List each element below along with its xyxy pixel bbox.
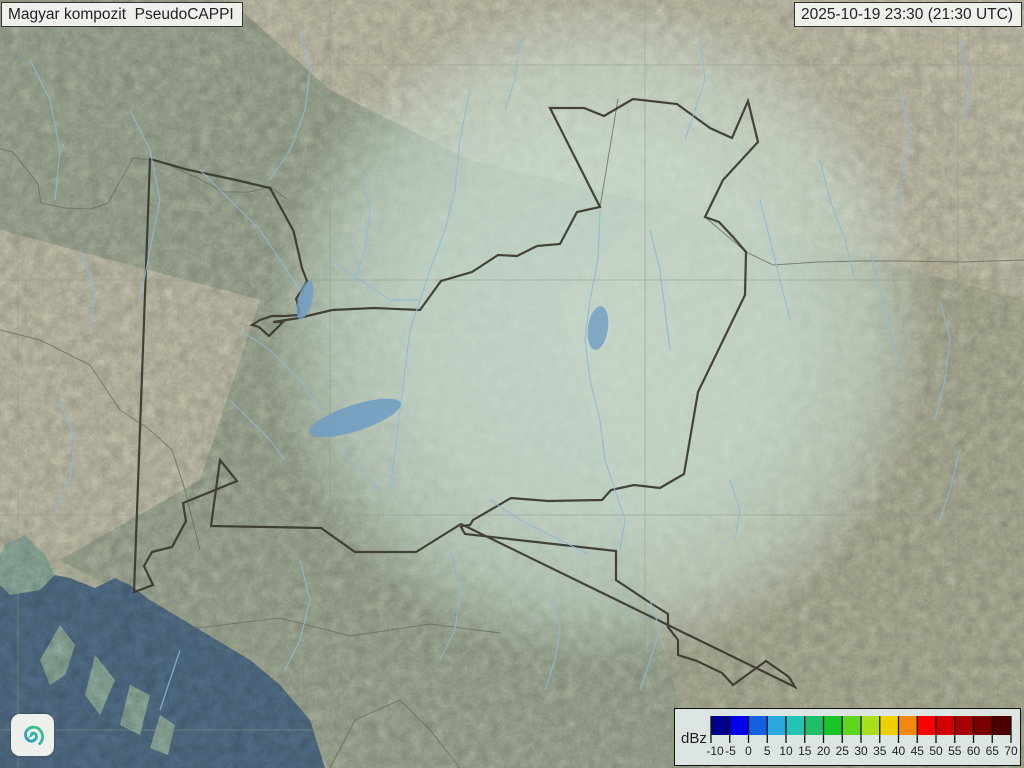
svg-text:50: 50 bbox=[929, 744, 943, 758]
svg-text:65: 65 bbox=[986, 744, 1000, 758]
svg-text:0: 0 bbox=[745, 744, 752, 758]
svg-text:60: 60 bbox=[967, 744, 981, 758]
svg-text:70: 70 bbox=[1004, 744, 1018, 758]
svg-text:25: 25 bbox=[836, 744, 850, 758]
svg-text:30: 30 bbox=[854, 744, 868, 758]
svg-text:45: 45 bbox=[911, 744, 925, 758]
svg-text:35: 35 bbox=[873, 744, 887, 758]
svg-text:10: 10 bbox=[779, 744, 793, 758]
svg-text:20: 20 bbox=[817, 744, 831, 758]
svg-text:-10: -10 bbox=[706, 744, 724, 758]
svg-text:55: 55 bbox=[948, 744, 962, 758]
svg-text:5: 5 bbox=[764, 744, 771, 758]
svg-text:40: 40 bbox=[892, 744, 906, 758]
svg-text:15: 15 bbox=[798, 744, 812, 758]
svg-text:-5: -5 bbox=[725, 744, 736, 758]
